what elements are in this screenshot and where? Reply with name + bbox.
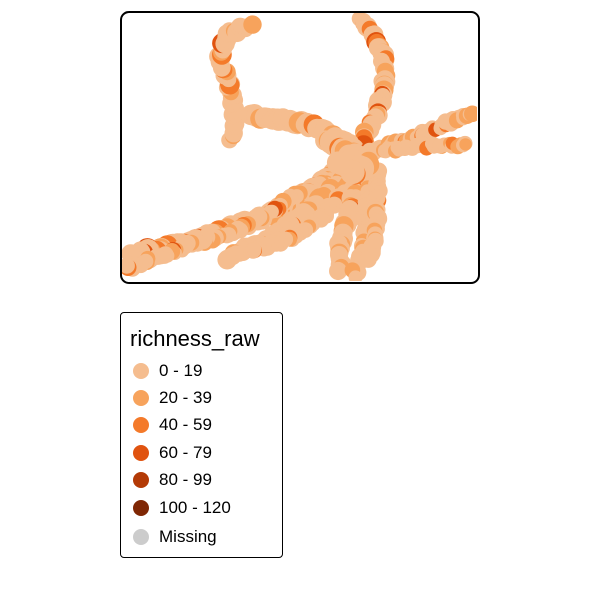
legend-swatch [133,472,149,488]
legend-item: Missing [121,525,281,549]
track-point [217,250,237,270]
track-point [359,250,377,268]
track-point [348,270,363,281]
track-point [246,242,262,257]
track-point [464,105,477,123]
map-panel[interactable] [120,11,480,284]
legend-label: 100 - 120 [159,498,231,517]
legend-label: 0 - 19 [159,361,203,380]
legend-swatch [133,445,149,461]
legend-label: 80 - 99 [159,470,212,489]
legend-item: 60 - 79 [121,441,281,465]
track-point [122,257,135,274]
legend-item: 0 - 19 [121,359,281,383]
legend-swatch [133,529,149,545]
track-point [326,151,350,174]
legend-label: 20 - 39 [159,388,212,407]
legend-label: Missing [159,527,217,546]
legend-item: 80 - 99 [121,468,281,492]
legend-swatch [133,417,149,433]
legend: richness_raw 0 - 19 20 - 39 40 - 59 60 -… [120,312,283,558]
legend-label: 60 - 79 [159,443,212,462]
legend-item: 20 - 39 [121,386,281,410]
track-point [459,138,472,151]
legend-swatch [133,500,149,516]
track-point [329,261,348,281]
legend-label: 40 - 59 [159,415,212,434]
legend-swatch [133,390,149,406]
legend-item: 100 - 120 [121,496,281,520]
track-point [243,15,262,34]
legend-item: 40 - 59 [121,413,281,437]
route-points-layer [122,13,477,281]
legend-swatch [133,363,149,379]
legend-title: richness_raw [130,326,260,351]
